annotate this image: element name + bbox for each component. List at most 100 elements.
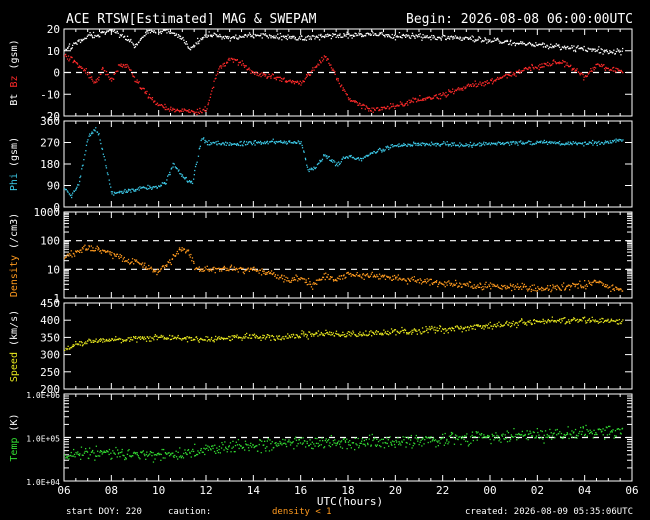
data-point [77, 40, 79, 42]
data-point [549, 65, 551, 67]
data-point [167, 337, 170, 340]
data-point [412, 34, 414, 36]
data-point [488, 142, 490, 144]
data-point [215, 452, 217, 454]
data-point [154, 100, 156, 102]
data-point [190, 182, 192, 184]
data-point [538, 43, 541, 45]
data-point [339, 162, 341, 165]
data-point [389, 146, 392, 149]
data-point [436, 97, 438, 99]
data-point [597, 48, 599, 51]
data-point [514, 44, 516, 47]
data-point [572, 283, 575, 285]
data-point [323, 447, 325, 449]
data-point [517, 437, 520, 439]
data-point [113, 194, 115, 196]
data-point [144, 91, 147, 93]
data-point [213, 341, 215, 343]
data-point [143, 453, 145, 455]
data-point [170, 106, 172, 108]
data-point [351, 156, 353, 159]
data-point [267, 143, 269, 145]
data-point [503, 75, 506, 77]
data-point [425, 36, 427, 39]
data-point [401, 34, 403, 36]
data-point [488, 284, 490, 286]
data-point [114, 338, 116, 340]
data-point [105, 251, 107, 253]
data-point [120, 451, 122, 454]
data-point [358, 447, 360, 449]
data-point [574, 285, 576, 288]
data-point [522, 70, 524, 72]
y-axis-label-unit: (gsm) [9, 137, 20, 173]
data-point [179, 338, 181, 340]
data-point [441, 36, 443, 38]
data-point [113, 339, 115, 342]
data-point [249, 141, 251, 143]
data-point [241, 36, 243, 38]
data-point [336, 280, 338, 282]
data-point [305, 281, 308, 283]
data-point [91, 341, 93, 343]
data-point [344, 90, 346, 92]
data-point [289, 441, 291, 443]
data-point [78, 184, 80, 186]
data-point [227, 59, 229, 61]
data-point [114, 192, 116, 194]
data-point [364, 334, 366, 336]
data-point [596, 63, 598, 65]
data-point [551, 64, 553, 66]
data-point [127, 337, 129, 339]
data-point [279, 140, 281, 143]
data-point [456, 435, 458, 437]
data-point [327, 274, 329, 276]
data-point [314, 445, 316, 447]
data-point [619, 50, 621, 52]
data-point [354, 334, 356, 336]
data-point [511, 325, 513, 327]
data-point [452, 88, 454, 90]
data-point [575, 50, 577, 53]
data-point [403, 34, 405, 37]
data-point [354, 35, 356, 37]
data-point [401, 441, 403, 443]
data-point [367, 155, 369, 157]
data-point [178, 35, 180, 37]
data-point [107, 250, 109, 252]
data-point [237, 38, 239, 40]
data-point [620, 322, 622, 325]
data-point [300, 277, 302, 279]
data-point [174, 336, 176, 338]
data-point [599, 318, 601, 320]
x-tick-label: 18 [341, 484, 354, 497]
data-point [236, 59, 238, 61]
data-point [554, 61, 556, 63]
data-point [294, 141, 296, 143]
data-point [355, 33, 357, 35]
data-point [221, 442, 223, 444]
data-point [591, 50, 593, 52]
data-point [309, 331, 311, 333]
data-point [588, 48, 590, 50]
data-point [162, 335, 164, 337]
data-point [320, 62, 322, 64]
data-point [527, 43, 529, 45]
data-point [166, 108, 168, 111]
data-point [413, 35, 415, 37]
data-point [331, 333, 333, 336]
data-point [354, 32, 356, 34]
data-point [350, 34, 352, 36]
data-point [467, 144, 469, 146]
data-point [253, 333, 256, 335]
data-point [459, 282, 461, 284]
data-point [375, 276, 377, 278]
data-point [322, 60, 324, 62]
data-point [414, 37, 416, 39]
data-point [609, 425, 611, 428]
data-point [204, 448, 206, 450]
data-point [524, 286, 526, 288]
data-point [611, 320, 613, 322]
data-point [217, 73, 219, 75]
